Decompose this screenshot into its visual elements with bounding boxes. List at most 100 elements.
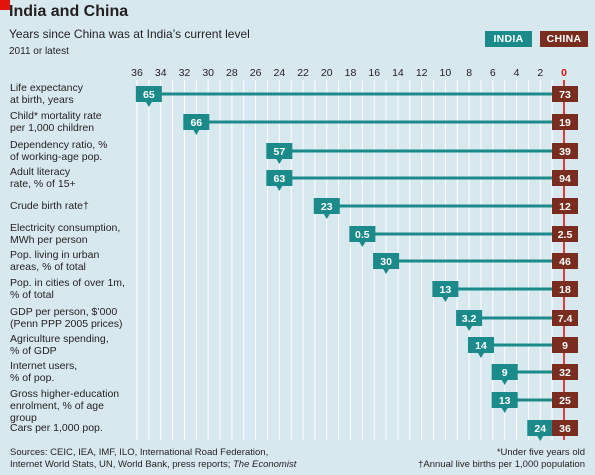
footnote-birth-rate: †Annual live births per 1,000 population (418, 458, 585, 470)
china-value: 36 (559, 423, 571, 435)
china-value: 39 (559, 146, 571, 158)
x-tick-label: 22 (297, 67, 309, 79)
legend-china: CHINA (540, 31, 588, 47)
sources-line-2: Internet World Stats, UN, World Bank, pr… (10, 459, 296, 471)
row-label-line: Life expectancy (10, 82, 83, 94)
india-marker (313, 198, 340, 214)
row-label-line: Gross higher-education (10, 388, 120, 400)
china-value: 2.5 (558, 229, 573, 241)
x-tick-label: 26 (250, 67, 262, 79)
india-marker-pointer (442, 297, 449, 302)
india-value: 23 (321, 201, 333, 213)
india-value: 63 (273, 173, 285, 185)
china-value: 9 (562, 340, 568, 352)
x-tick-label: 28 (226, 67, 238, 79)
india-value: 9 (502, 367, 508, 379)
india-marker (491, 392, 518, 408)
china-marker (552, 143, 578, 159)
china-value: 32 (559, 367, 571, 379)
china-value: 73 (559, 89, 571, 101)
india-marker-pointer (501, 380, 508, 385)
india-value: 65 (143, 89, 155, 101)
x-tick-label: 32 (179, 67, 191, 79)
india-marker-pointer (323, 214, 330, 219)
row-label-line: % of pop. (10, 372, 55, 384)
india-marker-pointer (466, 326, 473, 331)
row-label-line: at birth, years (10, 94, 74, 106)
row-label: Cars per 1,000 pop. (10, 422, 130, 434)
india-marker (527, 420, 554, 436)
china-marker (552, 420, 578, 436)
chart-subtitle: Years since China was at India’s current… (9, 27, 250, 41)
china-marker (552, 86, 578, 102)
row-label: Crude birth rate† (10, 200, 130, 212)
row-label-line: % of GDP (10, 345, 57, 357)
india-marker (491, 364, 518, 380)
row-label: Internet users,% of pop. (10, 360, 130, 384)
row-label: GDP per person, $’000 (Penn PPP 2005 pric… (10, 306, 130, 330)
india-marker-pointer (359, 242, 366, 247)
india-value: 3.2 (462, 313, 477, 325)
india-value: 13 (499, 395, 511, 407)
sources-line-1: Sources: CEIC, IEA, IMF, ILO, Internatio… (10, 447, 269, 458)
india-value: 24 (534, 423, 546, 435)
india-marker (456, 310, 483, 326)
row-label-line: areas, % of total (10, 261, 86, 273)
row-label-line: GDP per person, $’000 (10, 306, 118, 318)
row-label-line: Dependency ratio, % (10, 139, 108, 151)
row-label: Adult literacy rate, % of 15+ (10, 166, 130, 190)
china-marker (552, 114, 578, 130)
row-label-line: (Penn PPP 2005 prices) (10, 318, 123, 330)
china-marker (552, 337, 578, 353)
row-label-line: Agriculture spending, (10, 333, 109, 345)
china-marker (552, 253, 578, 269)
x-tick-label: 20 (321, 67, 333, 79)
row-label-line: Adult literacy (10, 166, 71, 178)
india-marker (183, 114, 210, 130)
row-label-line: rate, % of 15+ (10, 178, 76, 190)
china-value: 12 (559, 201, 571, 213)
x-tick-label: 8 (466, 67, 472, 79)
india-marker (266, 143, 293, 159)
india-marker-pointer (276, 186, 283, 191)
row-label-line: Internet users, (10, 360, 78, 372)
chart-title: India and China (9, 3, 129, 20)
row-label-line: Pop. in cities of over 1m, (10, 277, 125, 289)
india-marker (349, 226, 376, 242)
row-label: Child* mortality rate per 1,000 children (10, 110, 130, 134)
x-tick-label: 34 (155, 67, 167, 79)
china-value: 18 (559, 284, 571, 296)
india-value: 14 (475, 340, 487, 352)
x-tick-label: 12 (416, 67, 428, 79)
row-label: Pop. in cities of over 1m,% of total (10, 277, 130, 301)
china-marker (552, 226, 578, 242)
china-value: 7.4 (558, 313, 573, 325)
x-tick-label: 16 (368, 67, 380, 79)
x-tick-label: 10 (440, 67, 452, 79)
china-marker (552, 170, 578, 186)
x-tick-label: 14 (392, 67, 404, 79)
china-value: 94 (559, 173, 571, 185)
india-marker (373, 253, 400, 269)
x-tick-label: 0 (561, 67, 567, 79)
india-value: 13 (440, 284, 452, 296)
india-marker (467, 337, 494, 353)
row-label-line: per 1,000 children (10, 122, 95, 134)
row-label: Electricity consumption, MWh per person (10, 222, 130, 246)
row-label-line: Electricity consumption, (10, 222, 121, 234)
row-label: Life expectancy at birth, years (10, 82, 130, 106)
india-marker (135, 86, 162, 102)
india-marker (432, 281, 459, 297)
india-value: 30 (380, 256, 392, 268)
india-marker (266, 170, 293, 186)
row-label-line: % of total (10, 289, 54, 301)
x-tick-label: 36 (131, 67, 143, 79)
row-label: Pop. living in urban areas, % of total (10, 249, 130, 273)
row-label-line: Cars per 1,000 pop. (10, 422, 103, 434)
x-tick-label: 24 (273, 67, 285, 79)
india-marker-pointer (537, 436, 544, 441)
india-value: 0.5 (355, 229, 370, 241)
economist-red-tag (0, 0, 10, 10)
